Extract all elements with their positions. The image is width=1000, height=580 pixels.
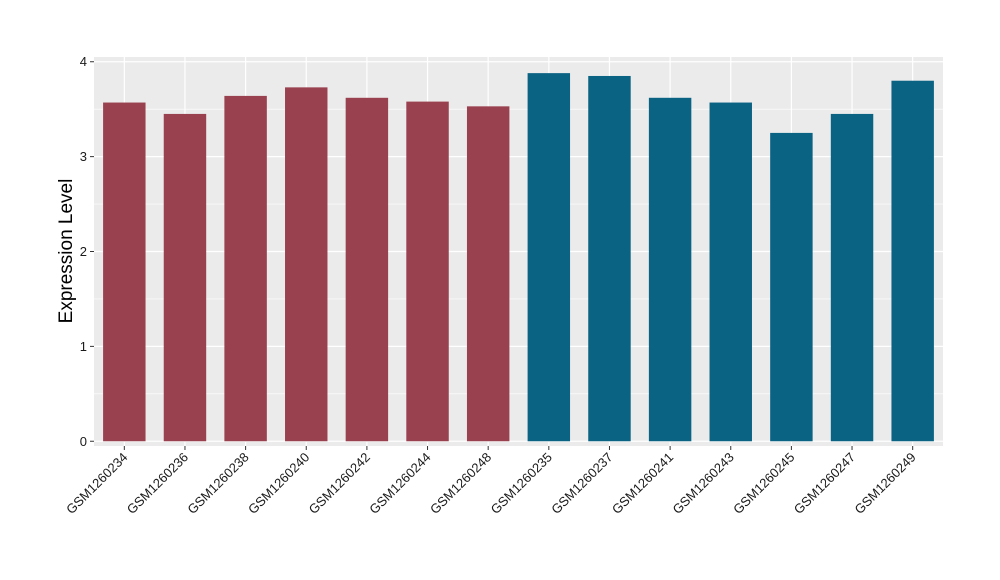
bar-GSM1260248 <box>466 106 510 442</box>
bar-GSM1260242 <box>345 97 389 442</box>
x-tick-label: GSM1260240 <box>245 450 312 517</box>
bar-GSM1260247 <box>830 113 874 442</box>
x-tick-label: GSM1260244 <box>366 450 433 517</box>
bar-GSM1260243 <box>709 102 752 442</box>
bar-GSM1260236 <box>163 113 207 442</box>
x-tick-label: GSM1260236 <box>124 450 191 517</box>
x-tick-label: GSM1260248 <box>427 450 494 517</box>
x-tick-label: GSM1260242 <box>306 450 373 517</box>
x-tick-label: GSM1260247 <box>791 450 858 517</box>
y-tick-label: 3 <box>80 149 87 164</box>
y-tick-label: 2 <box>80 244 87 259</box>
bar-GSM1260237 <box>588 75 631 442</box>
y-tick-label: 0 <box>80 434 87 449</box>
y-axis: 0 1 2 3 4 <box>80 54 94 449</box>
x-tick-label: GSM1260241 <box>609 450 676 517</box>
x-axis: GSM1260234GSM1260236GSM1260238GSM1260240… <box>63 446 919 517</box>
x-tick-label: GSM1260238 <box>184 450 251 517</box>
x-tick-label: GSM1260234 <box>63 450 130 517</box>
bar-GSM1260240 <box>285 87 328 442</box>
y-tick-label: 4 <box>80 54 87 69</box>
x-tick-label: GSM1260243 <box>670 450 737 517</box>
x-tick-label: GSM1260245 <box>730 450 797 517</box>
x-tick-label: GSM1260235 <box>488 450 555 517</box>
y-tick-label: 1 <box>80 339 87 354</box>
y-axis-title: Expression Level <box>56 179 77 324</box>
x-tick-label: GSM1260237 <box>548 450 615 517</box>
bar-GSM1260235 <box>527 73 571 442</box>
x-tick-label: GSM1260249 <box>851 450 918 517</box>
bar-GSM1260238 <box>224 95 267 442</box>
bar-GSM1260249 <box>891 80 934 442</box>
bar-GSM1260245 <box>770 132 813 442</box>
bar-GSM1260244 <box>406 101 449 442</box>
bar-GSM1260234 <box>103 102 146 442</box>
bar-GSM1260241 <box>648 97 692 442</box>
bars <box>103 73 934 442</box>
